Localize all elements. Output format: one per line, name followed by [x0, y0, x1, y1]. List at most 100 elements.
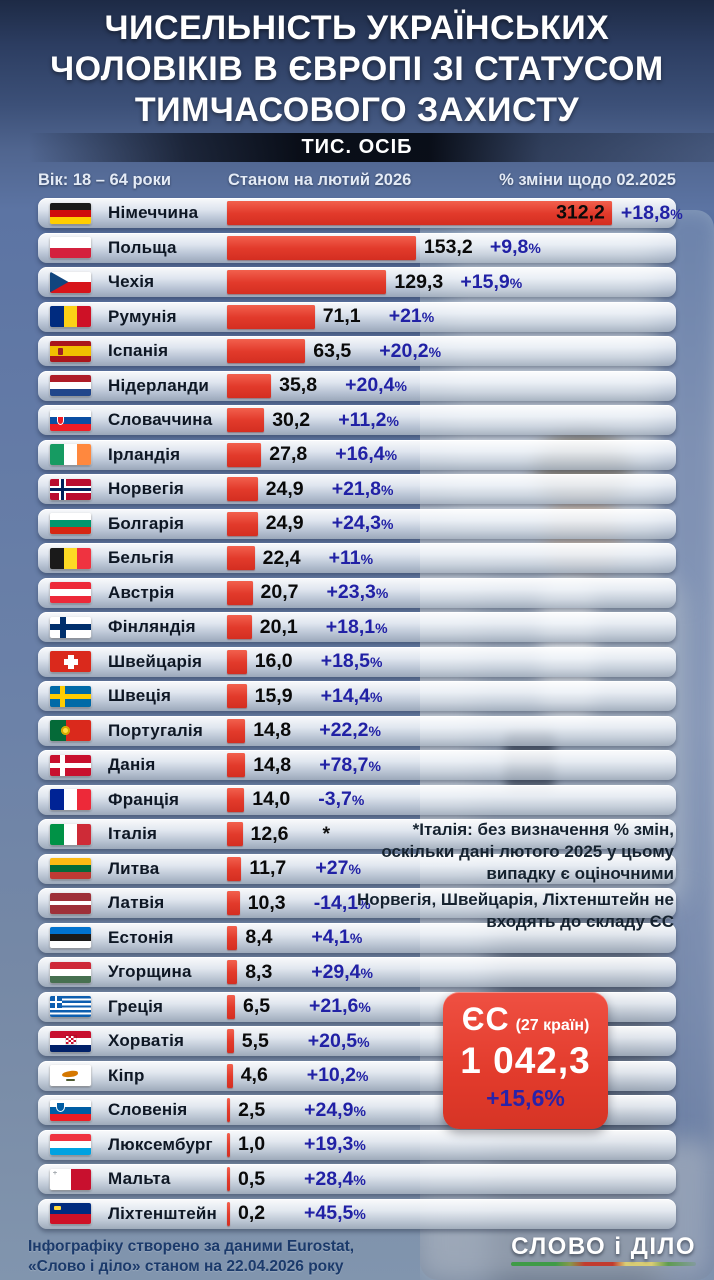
country-row-bulgaria: Болгарія 24,9 +24,3%	[38, 508, 676, 539]
percent-sign: %	[375, 619, 388, 636]
flag-luxembourg-icon	[50, 1134, 91, 1155]
value-label: 4,6	[240, 1064, 268, 1086]
value-label: 0,2	[238, 1202, 266, 1224]
percent-sign: %	[351, 792, 365, 808]
flag-hungary-icon	[50, 961, 91, 983]
value-bar	[227, 753, 246, 777]
pct-change-label: +21,8%	[331, 477, 394, 500]
flag-austria-icon	[50, 582, 91, 603]
value-label: 35,8	[279, 374, 318, 396]
footnote-line: Норвегія, Швейцарія, Ліхтенштейн не	[357, 890, 674, 909]
footnote-line: оскільки дані лютого 2025 у цьому	[381, 842, 674, 861]
source-note: Інфографіку створено за даними Eurostat,…	[28, 1237, 354, 1277]
eu-total-value: 1 042,3	[460, 1040, 591, 1081]
eu-total-pct: +15,6%	[486, 1085, 565, 1111]
non-eu-footnote: Норвегія, Швейцарія, Ліхтенштейн не вход…	[344, 889, 674, 933]
flag-romania-icon	[50, 306, 91, 327]
country-row-luxembourg: Люксембург 1,0 +19,3%	[38, 1129, 676, 1160]
value-label: 14,0	[252, 788, 291, 810]
flag-portugal-icon	[50, 720, 91, 741]
country-name: Греція	[108, 996, 164, 1016]
percent-sign: %	[368, 723, 381, 739]
flag-netherlands-icon	[50, 375, 91, 396]
country-name: Ліхтенштейн	[108, 1203, 218, 1223]
value-bar: 312,2	[227, 201, 612, 225]
value-bar	[227, 822, 243, 846]
title-line-1: ЧИСЕЛЬНІСТЬ УКРАЇНСЬКИХ	[104, 9, 610, 47]
country-row-liechtenstein: Ліхтенштейн 0,2 +45,5%	[38, 1198, 676, 1229]
pct-change-label: +20,4%	[345, 374, 407, 396]
as-of-label: Станом на лютий 2026	[228, 171, 412, 189]
value-bar	[227, 615, 252, 639]
percent-sign: %	[360, 964, 373, 981]
value-bar	[227, 856, 242, 881]
value-label: 71,1	[322, 305, 361, 327]
percent-sign: %	[394, 378, 407, 394]
country-row-italy: Італія 12,6 *	[38, 819, 676, 849]
pct-change-label: +29,4%	[311, 960, 373, 983]
country-name: Італія	[108, 824, 158, 843]
pct-change-label: +11%	[328, 546, 374, 569]
value-bar	[227, 1098, 231, 1122]
value-label: 8,3	[245, 960, 273, 983]
country-name: Франція	[108, 789, 180, 809]
country-row-latvia: Латвія 10,3 -14,1%	[38, 888, 676, 918]
flag-finland-icon	[50, 616, 91, 638]
flag-malta-icon	[50, 1168, 91, 1190]
country-row-poland: Польща 153,2 +9,8%	[38, 232, 676, 263]
percent-sign: %	[353, 1206, 366, 1222]
flag-greece-icon	[50, 996, 91, 1017]
value-label: 1,0	[238, 1133, 266, 1155]
value-bar	[227, 442, 262, 467]
country-name: Словенія	[108, 1100, 188, 1119]
unit-label: ТИС. ОСІБ	[301, 136, 413, 158]
value-bar	[227, 270, 387, 294]
logo-color-stripe	[511, 1262, 696, 1266]
flag-france-icon	[50, 789, 91, 810]
country-name: Данія	[108, 755, 156, 774]
country-row-lithuania: Литва 11,7 +27%	[38, 853, 676, 884]
country-name: Румунія	[108, 306, 177, 326]
percent-sign: %	[348, 861, 361, 877]
footnote-line: входять до складу ЄС	[486, 912, 674, 931]
percent-sign: %	[368, 757, 381, 774]
title-line-3: ТИМЧАСОВОГО ЗАХИСТУ	[134, 91, 580, 129]
percent-sign: %	[381, 481, 394, 498]
flag-slovenia-icon	[50, 1099, 91, 1121]
country-name: Люксембург	[108, 1134, 213, 1154]
flag-liechtenstein-icon	[50, 1203, 91, 1224]
value-label: 153,2	[423, 236, 473, 258]
value-bar	[227, 477, 258, 501]
flag-italy-icon	[50, 823, 91, 845]
country-row-sweden: Швеція 15,9 +14,4%	[38, 681, 676, 711]
pct-change-label: +78,7%	[319, 753, 381, 776]
pct-change-header: % зміни щодо 02.2025	[499, 171, 676, 189]
eu-label: ЄС	[461, 1001, 510, 1037]
country-row-spain: Іспанія 63,5 +20,2%	[38, 336, 676, 366]
value-label: 5,5	[241, 1029, 269, 1052]
pct-change-label: +21,6%	[309, 995, 371, 1017]
value-label: 11,7	[249, 857, 287, 879]
pct-change-label: -3,7%	[318, 788, 365, 810]
pct-change-label: +23,3%	[326, 581, 389, 603]
value-bar	[227, 1201, 230, 1226]
country-row-czechia: Чехія 129,3 +15,9%	[38, 267, 676, 297]
pct-change-label: +14,4%	[320, 684, 383, 707]
country-row-germany: Німеччина 312,2 +18,8%	[38, 198, 683, 228]
flag-belgium-icon	[50, 547, 91, 569]
country-rows: Німеччина 312,2 +18,8% Польща 153,2 +9,8% Чехі…	[38, 198, 683, 1229]
percent-sign: %	[369, 688, 383, 705]
footnote-line: *Італія: без визначення % змін,	[412, 820, 674, 839]
title-line-2: ЧОЛОВІКІВ В ЄВРОПІ ЗІ СТАТУСОМ	[50, 50, 664, 88]
country-row-hungary: Угорщина 8,3 +29,4%	[38, 957, 676, 987]
flag-sweden-icon	[50, 685, 91, 707]
flag-poland-icon	[50, 237, 91, 258]
country-name: Чехія	[108, 272, 155, 291]
value-label: 10,3	[247, 891, 286, 914]
value-label: 24,9	[265, 512, 304, 534]
country-row-slovakia: Словаччина 30,2 +11,2%	[38, 405, 676, 435]
country-row-netherlands: Нідерланди 35,8 +20,4%	[38, 370, 676, 401]
value-label: 0,5	[238, 1167, 266, 1190]
country-row-portugal: Португалія 14,8 +22,2%	[38, 715, 676, 746]
